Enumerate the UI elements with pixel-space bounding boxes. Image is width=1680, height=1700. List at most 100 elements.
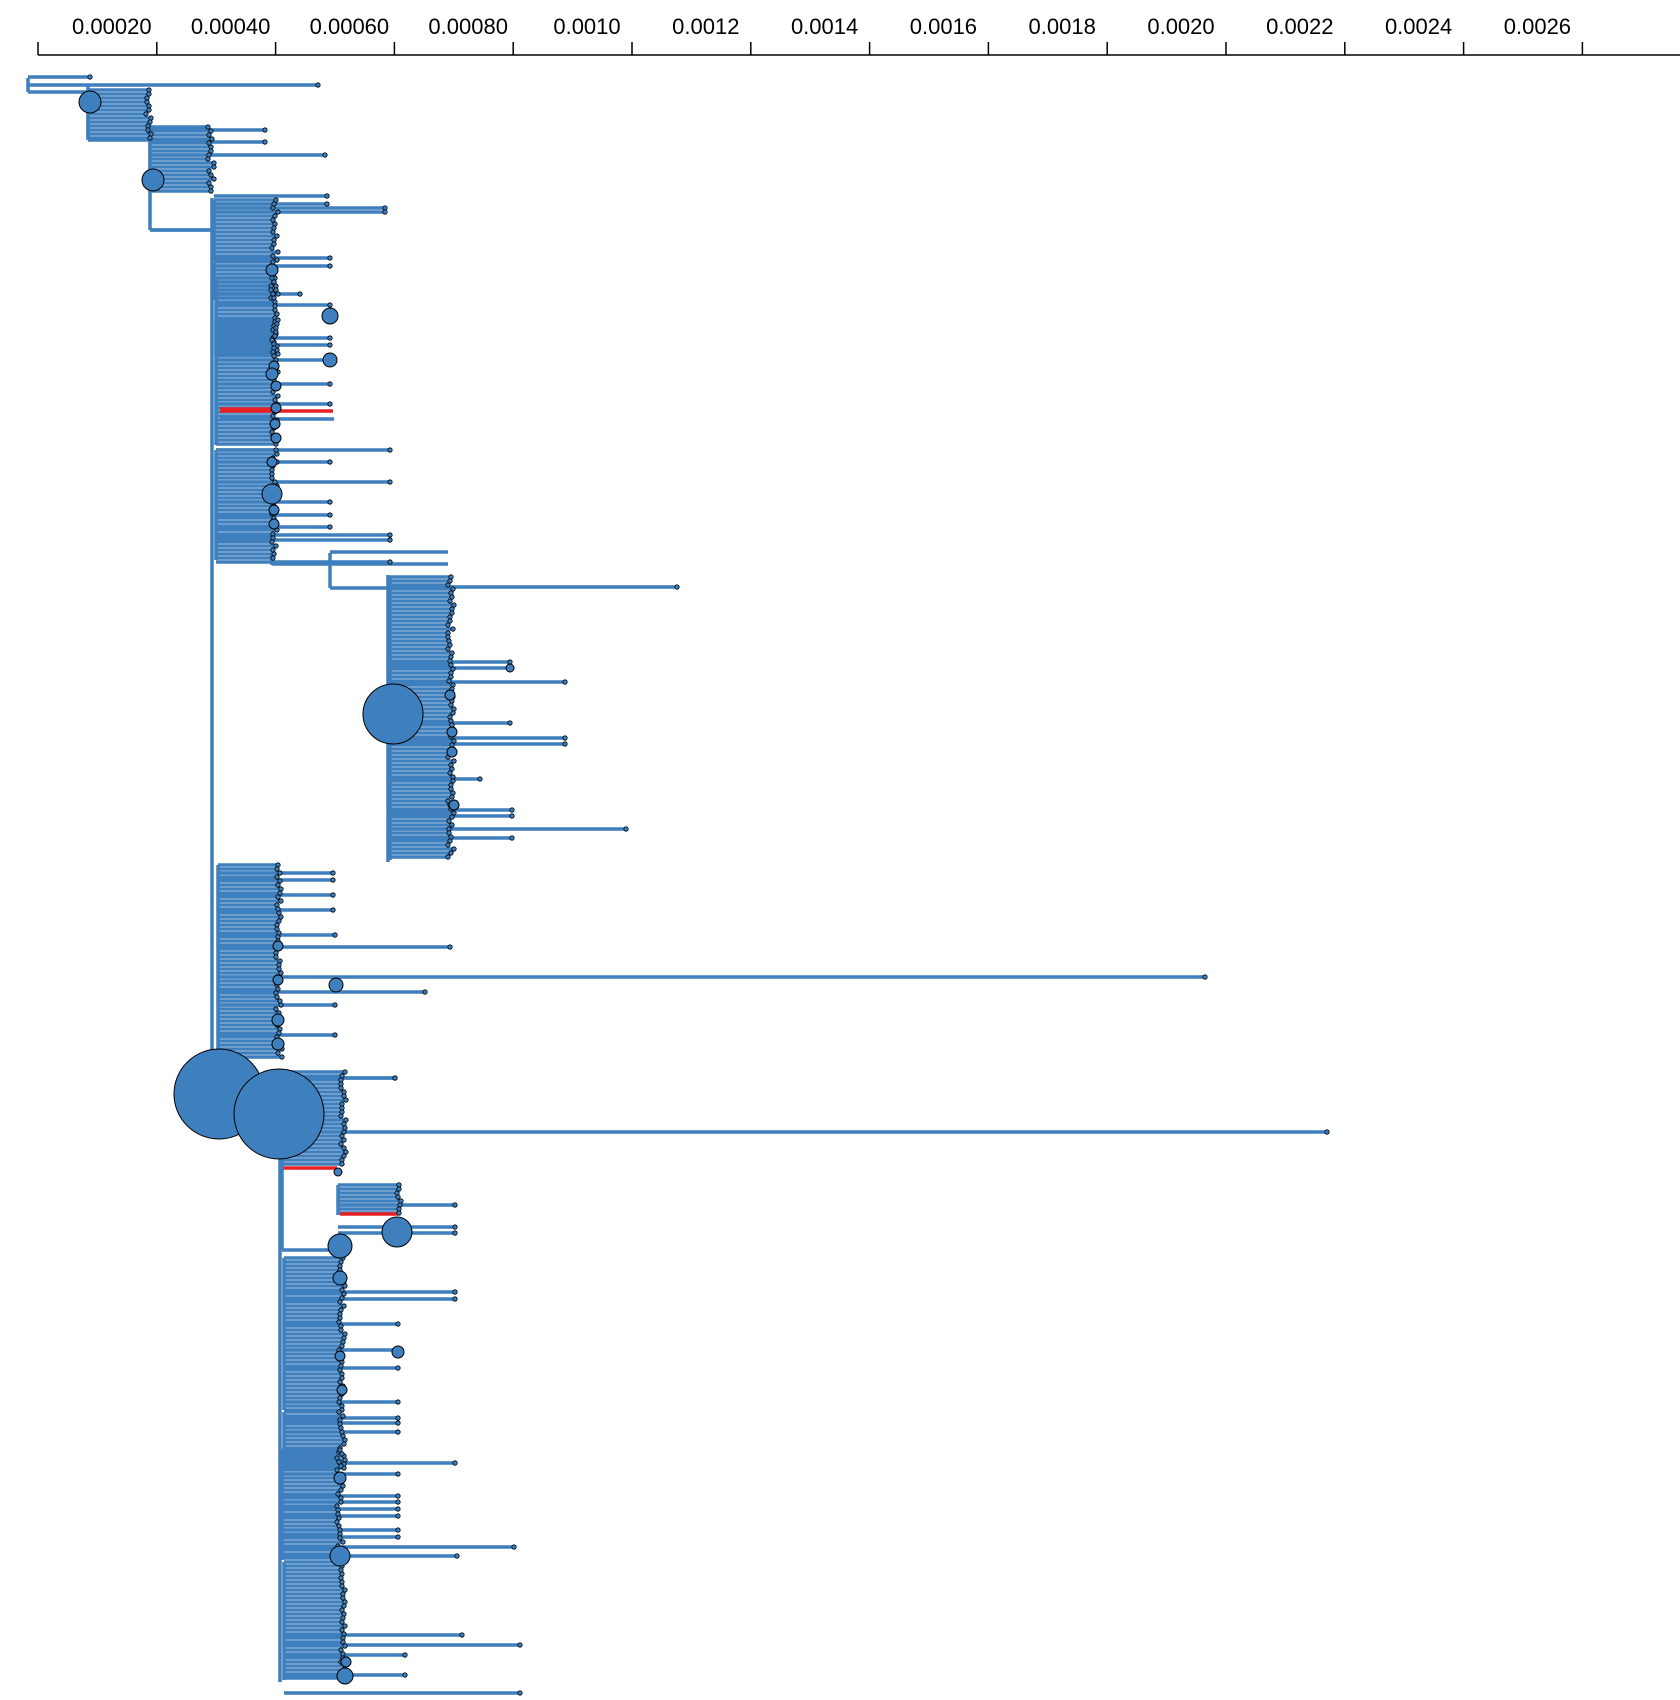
tree-node — [268, 518, 280, 530]
tree-tip — [392, 1075, 398, 1081]
tree-node — [272, 940, 284, 952]
tree-tip — [338, 1327, 344, 1333]
distance-axis: 0.00020 0.00040 0.00060 0.00080 0.0010 0.0012… — [37, 14, 1680, 56]
tree-tip — [452, 1289, 458, 1295]
tree-tip — [278, 914, 284, 920]
tree-tip — [477, 776, 483, 782]
tree-node — [270, 402, 282, 414]
axis-tick-label: 0.00020 — [72, 14, 152, 39]
tree-tip — [205, 156, 211, 162]
tree-tip — [340, 1483, 346, 1489]
tree-tip — [147, 135, 153, 141]
tree-tip — [277, 870, 283, 876]
tree-tip — [327, 381, 333, 387]
tree-node — [271, 1037, 285, 1051]
tree-tip — [144, 99, 150, 105]
tree-tip — [206, 180, 212, 186]
tree-tip — [332, 932, 338, 938]
tree-tip — [674, 584, 680, 590]
tree-tip — [452, 1460, 458, 1466]
tree-tip — [449, 594, 455, 600]
axis-tick-label: 0.0024 — [1385, 14, 1452, 39]
tree-node — [329, 1545, 351, 1567]
tree-node — [328, 977, 344, 993]
tree-tip — [450, 666, 456, 672]
tree-tip — [447, 838, 453, 844]
tree-tip — [340, 1433, 346, 1439]
tree-tip — [336, 1515, 342, 1521]
tree-tip — [395, 1499, 401, 1505]
tree-tip — [342, 1643, 348, 1649]
tree-tip — [341, 1603, 347, 1609]
tree-tip — [208, 128, 214, 134]
tree-tip — [273, 197, 279, 203]
tree-node — [272, 974, 284, 986]
tree-tip — [452, 1224, 458, 1230]
tree-node — [265, 367, 279, 381]
tree-node — [271, 1013, 285, 1027]
tree-tip — [206, 168, 212, 174]
tree-tip — [459, 1632, 465, 1638]
tree-tip — [450, 626, 456, 632]
tree-tip — [341, 1129, 347, 1135]
tree-tip — [336, 1319, 342, 1325]
tree-tip — [449, 814, 455, 820]
tree-node — [268, 504, 280, 516]
tree-tip — [330, 870, 336, 876]
tree-tip — [340, 1595, 346, 1601]
tree-tip — [452, 1296, 458, 1302]
tree-tip — [330, 907, 336, 913]
tree-tip — [270, 229, 276, 235]
tree-node — [233, 1068, 325, 1160]
tree-tip — [448, 674, 454, 680]
tree-tip — [269, 475, 275, 481]
tree-node — [391, 1345, 405, 1359]
tree-tip — [341, 1303, 347, 1309]
tree-tip — [337, 1299, 343, 1305]
tree-tip — [382, 209, 388, 215]
tree-tip — [511, 1544, 517, 1550]
tree-tip — [507, 720, 513, 726]
tree-tip — [275, 393, 281, 399]
tree-tip — [452, 1230, 458, 1236]
tree-tip — [275, 986, 281, 992]
tree-tip — [339, 1607, 345, 1613]
tree-tip — [275, 894, 281, 900]
tree-tip — [273, 543, 279, 549]
tree-node — [446, 726, 458, 738]
tree-tip — [395, 1194, 401, 1200]
tree-tip — [422, 989, 428, 995]
tree-tip — [447, 618, 453, 624]
tree-tip — [327, 342, 333, 348]
tree-tip — [396, 1186, 402, 1192]
tree-tip — [396, 1210, 402, 1216]
tree-tip — [445, 646, 451, 652]
tree-tip — [517, 1642, 523, 1648]
tree-node — [336, 1667, 354, 1685]
tree-tip — [446, 678, 452, 684]
tree-tip — [338, 1113, 344, 1119]
tree-tip — [395, 1415, 401, 1421]
tree-tip — [327, 255, 333, 261]
tree-tip — [447, 598, 453, 604]
tree-node — [270, 380, 282, 392]
tree-tip — [342, 1069, 348, 1075]
tree-tip — [276, 1030, 282, 1036]
tree-tip — [446, 830, 452, 836]
tree-tip — [451, 602, 457, 608]
tree-tip — [402, 1652, 408, 1658]
tree-tip — [276, 918, 282, 924]
tree-tip — [341, 1441, 347, 1447]
tree-tip — [562, 735, 568, 741]
axis-tick-label: 0.0016 — [910, 14, 977, 39]
tree-tip — [276, 966, 282, 972]
tree-tip — [208, 172, 214, 178]
tree-tip — [623, 826, 629, 832]
tree-tip — [395, 1534, 401, 1540]
tree-tip — [275, 209, 281, 215]
tree-tip — [341, 1153, 347, 1159]
tree-tip — [279, 1054, 285, 1060]
tree-tip — [338, 1141, 344, 1147]
tree-tip — [509, 807, 515, 813]
tree-tip — [275, 1050, 281, 1056]
